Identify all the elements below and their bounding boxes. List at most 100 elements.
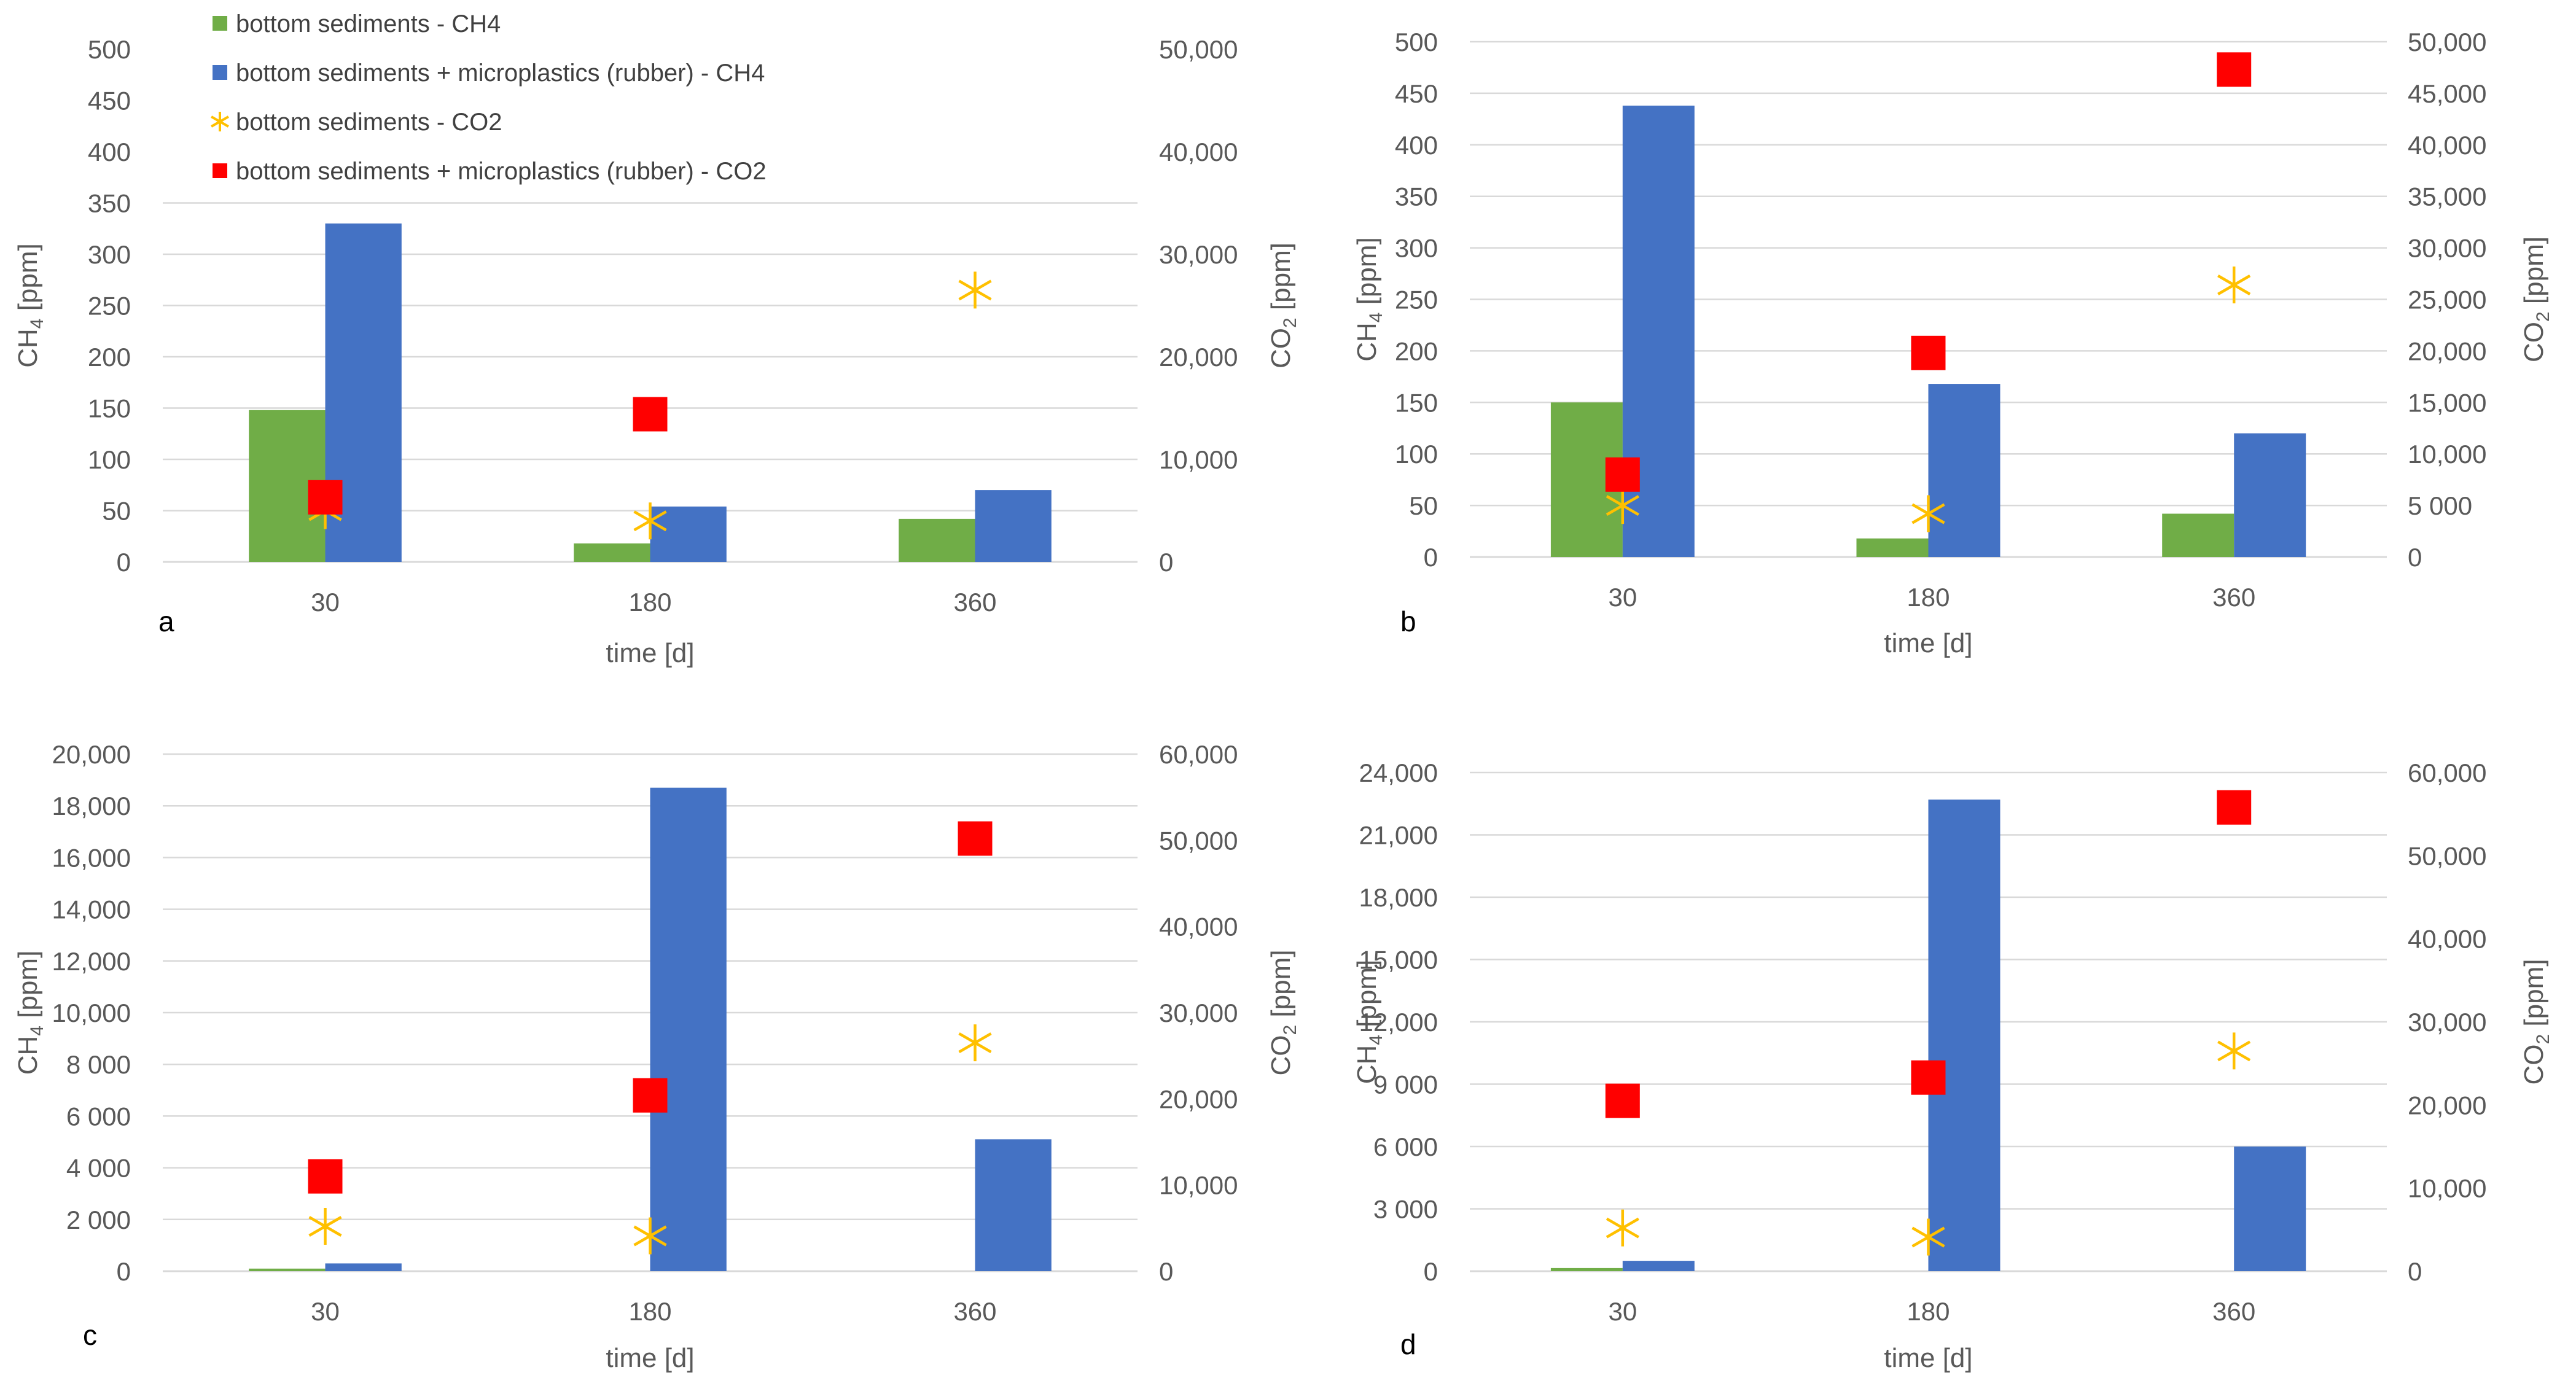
category-ticks: 30180360 <box>1608 1297 2255 1326</box>
y2-tick-label: 20,000 <box>2408 337 2486 365</box>
y2-tick-label: 30,000 <box>1159 999 1238 1027</box>
axis-title-part: [ppm] <box>13 243 43 318</box>
x-tick-label: 180 <box>1907 583 1950 612</box>
marker-co2-rubber <box>958 822 993 856</box>
y-tick-label: 18,000 <box>52 792 131 820</box>
data-marks <box>249 788 1052 1271</box>
right-axis-ticks: 010,00020,00030,00040,00050,00060,000 <box>2408 758 2486 1286</box>
axis-title-subscript: 2 <box>1280 1025 1300 1035</box>
panel-label: d <box>1400 1328 1416 1360</box>
x-tick-label: 360 <box>953 1297 996 1326</box>
y2-tick-label: 20,000 <box>1159 1084 1238 1113</box>
y-tick-label: 2 000 <box>66 1205 131 1234</box>
category-ticks: 30180360 <box>1608 583 2255 612</box>
left-axis-ticks: 02 0004 0006 0008 00010,00012,00014,0001… <box>52 740 131 1286</box>
axis-title-part: [ppm] <box>1352 237 1382 312</box>
panel-label: b <box>1400 605 1416 637</box>
y-tick-label: 100 <box>1395 440 1438 469</box>
panel-label: a <box>158 605 174 637</box>
axis-title-part: [ppm] <box>2519 959 2549 1034</box>
marker-co2-rubber <box>1911 1061 1946 1095</box>
x-axis-title: time [d] <box>606 1343 694 1373</box>
axis-title-part: [ppm] <box>2519 236 2549 311</box>
bar-ch4-sediments <box>574 543 650 562</box>
marker-co2-sediments <box>2218 267 2250 303</box>
axis-title-subscript: 4 <box>27 1026 47 1036</box>
left-axis-ticks: 050100150200250300350400450500 <box>1395 28 1438 572</box>
y-tick-label: 14,000 <box>52 895 131 924</box>
legend-item: bottom sediments + microplastics (rubber… <box>213 158 767 185</box>
y2-tick-label: 60,000 <box>2408 758 2486 787</box>
y-tick-label: 250 <box>88 292 131 321</box>
y-tick-label: 16,000 <box>52 843 131 872</box>
axis-title-subscript: 2 <box>2533 311 2553 322</box>
y-tick-label: 0 <box>117 548 131 577</box>
y-tick-label: 9 000 <box>1373 1070 1438 1099</box>
marker-co2-rubber <box>2217 52 2251 87</box>
y2-tick-label: 10,000 <box>2408 1174 2486 1203</box>
left-axis-ticks: 050100150200250300350400450500 <box>88 35 131 577</box>
axis-title-part: CO <box>2519 322 2549 362</box>
bar-ch4-sediments <box>899 519 975 562</box>
bar-ch4-rubber <box>1929 800 2000 1271</box>
data-marks <box>1551 52 2306 557</box>
y-tick-label: 3 000 <box>1373 1195 1438 1224</box>
marker-co2-rubber <box>308 1159 343 1194</box>
y-tick-label: 21,000 <box>1359 821 1438 850</box>
y-axis-title: CH4 [ppm] <box>1352 960 1386 1084</box>
marker-co2-sediments <box>2218 1032 2250 1069</box>
y2-tick-label: 50,000 <box>2408 28 2486 56</box>
x-tick-label: 30 <box>311 588 340 617</box>
y-tick-label: 400 <box>88 138 131 166</box>
y2-tick-label: 30,000 <box>1159 240 1238 269</box>
y-tick-label: 300 <box>88 240 131 269</box>
y-tick-label: 450 <box>1395 79 1438 108</box>
x-tick-label: 180 <box>628 588 671 617</box>
y2-tick-label: 50,000 <box>2408 841 2486 870</box>
bar-ch4-rubber <box>2234 434 2306 557</box>
y-tick-label: 6 000 <box>66 1102 131 1131</box>
axis-title-subscript: 4 <box>1366 313 1386 323</box>
y-tick-label: 100 <box>88 445 131 474</box>
x-tick-label: 30 <box>1608 583 1637 612</box>
y-tick-label: 18,000 <box>1359 883 1438 912</box>
y-tick-label: 8 000 <box>66 1050 131 1079</box>
legend-label: bottom sediments - CO2 <box>236 109 502 136</box>
y2-tick-label: 15,000 <box>2408 388 2486 417</box>
y2-axis-title: CO2 [ppm] <box>1266 243 1300 368</box>
marker-co2-rubber <box>633 397 668 432</box>
chart-panel-c: 02 0004 0006 0008 00010,00012,00014,0001… <box>13 740 1300 1373</box>
y-tick-label: 350 <box>1395 182 1438 211</box>
axis-title-part: CH <box>1352 322 1382 362</box>
y2-tick-label: 20,000 <box>2408 1091 2486 1119</box>
right-axis-ticks: 010,00020,00030,00040,00050,000 <box>1159 35 1238 577</box>
category-ticks: 30180360 <box>311 1297 996 1326</box>
y-tick-label: 50 <box>102 497 131 526</box>
axis-title-subscript: 2 <box>1280 317 1300 328</box>
x-tick-label: 360 <box>2212 1297 2255 1326</box>
axis-title-part: [ppm] <box>13 951 43 1026</box>
legend-item: bottom sediments + microplastics (rubber… <box>213 60 765 87</box>
x-tick-label: 180 <box>628 1297 671 1326</box>
bar-ch4-rubber <box>2234 1147 2306 1271</box>
y-tick-label: 150 <box>1395 388 1438 417</box>
x-axis-title: time [d] <box>606 638 694 668</box>
axis-title-part: CO <box>2519 1044 2549 1084</box>
y-tick-label: 200 <box>1395 337 1438 365</box>
y-tick-label: 10,000 <box>52 999 131 1027</box>
y2-tick-label: 35,000 <box>2408 182 2486 211</box>
legend-item: bottom sediments - CO2 <box>211 109 502 136</box>
bar-ch4-rubber <box>1623 1261 1695 1271</box>
y2-tick-label: 50,000 <box>1159 826 1238 855</box>
y2-axis-title: CO2 [ppm] <box>2519 236 2553 362</box>
y2-axis-title: CO2 [ppm] <box>2519 959 2553 1085</box>
y2-tick-label: 20,000 <box>1159 343 1238 372</box>
chart-panel-b: 050100150200250300350400450500 05 00010,… <box>1352 28 2553 658</box>
axis-title-part: CH <box>1352 1045 1382 1084</box>
y-axis-title: CH4 [ppm] <box>13 243 47 368</box>
bar-ch4-rubber <box>1929 384 2000 557</box>
axis-title-part: CH <box>13 1036 43 1075</box>
y-axis-title: CH4 [ppm] <box>1352 237 1386 362</box>
legend-label: bottom sediments - CH4 <box>236 10 501 37</box>
y2-tick-label: 40,000 <box>1159 913 1238 941</box>
